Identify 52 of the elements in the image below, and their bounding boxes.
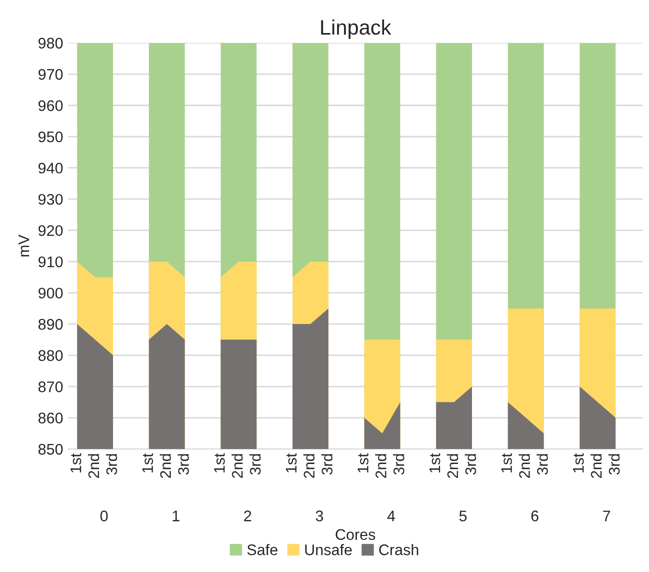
- x-tick-label: 2nd: [303, 454, 315, 478]
- x-tick-label: 1st: [70, 453, 82, 472]
- y-axis-title: mV: [18, 234, 30, 256]
- x-tick-label: 3rd: [249, 454, 261, 475]
- legend-label: Safe: [247, 544, 278, 556]
- x-tick-label: 2nd: [88, 454, 100, 478]
- x-tick-label: 3rd: [106, 454, 118, 475]
- x-tick-label: 1st: [286, 453, 297, 472]
- y-tick-label: 850: [38, 444, 63, 455]
- text: 2: [244, 510, 252, 522]
- y-tick-label: 860: [38, 412, 63, 424]
- x-tick-label: 3rd: [464, 454, 476, 475]
- text: 6: [531, 510, 538, 522]
- x-tick-label: 1st: [430, 453, 440, 472]
- legend-label: Unsafe: [305, 544, 352, 556]
- x-tick-label: 1st: [501, 453, 512, 472]
- y-tick-label: 870: [38, 381, 63, 392]
- x-tick-label: 3rd: [321, 454, 333, 475]
- x-tick-label: 2nd: [590, 454, 602, 478]
- x-tick-label: 2nd: [232, 454, 243, 478]
- y-tick-label: 890: [38, 318, 63, 330]
- y-tick-label: 920: [38, 225, 63, 236]
- text: 4: [387, 510, 396, 522]
- text: 7: [603, 510, 610, 522]
- chart-title: Linpack: [321, 19, 392, 39]
- x-tick-label: 2nd: [518, 454, 530, 478]
- y-tick-label: 900: [38, 288, 63, 299]
- y-tick-label: 880: [38, 350, 63, 361]
- x-tick-label: 3rd: [178, 454, 189, 475]
- x-axis-title: Cores: [336, 529, 376, 540]
- text: 3: [316, 510, 324, 522]
- x-tick-label: 3rd: [536, 454, 548, 475]
- y-tick-label: 980: [38, 38, 63, 49]
- y-tick-label: 910: [38, 256, 63, 268]
- x-tick-label: 3rd: [393, 454, 404, 475]
- x-tick-label: 1st: [214, 453, 225, 472]
- x-tick-label: 1st: [358, 453, 368, 472]
- x-tick-label: 3rd: [608, 454, 620, 475]
- text: 5: [459, 510, 467, 522]
- x-tick-label: 2nd: [160, 454, 171, 478]
- text: 0: [100, 510, 108, 522]
- text: 1: [172, 510, 180, 522]
- x-tick-label: 1st: [573, 453, 584, 472]
- y-tick-label: 930: [38, 194, 63, 205]
- y-tick-label: 940: [38, 162, 63, 174]
- y-tick-label: 950: [38, 131, 63, 142]
- x-tick-label: 1st: [142, 453, 154, 472]
- y-tick-label: 960: [38, 100, 63, 112]
- x-tick-label: 2nd: [375, 454, 386, 478]
- x-tick-label: 2nd: [446, 454, 458, 478]
- y-tick-label: 970: [38, 69, 63, 80]
- legend-label: Crash: [379, 544, 418, 556]
